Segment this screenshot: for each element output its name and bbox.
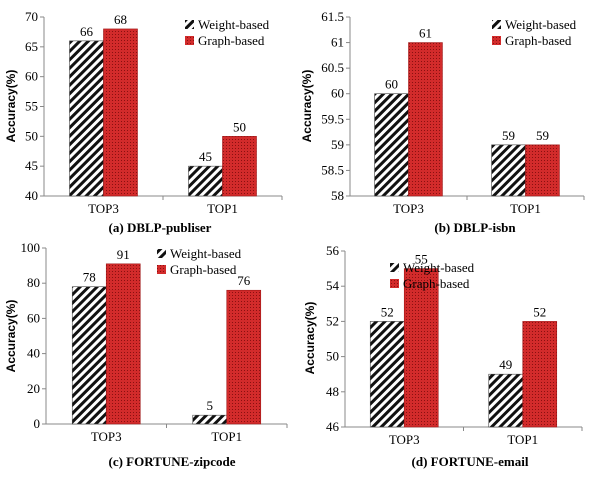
y-tick-label: 50 bbox=[326, 349, 339, 364]
y-tick-label: 52 bbox=[326, 313, 339, 328]
legend-label: Graph-based bbox=[198, 33, 265, 48]
data-label: 78 bbox=[83, 270, 96, 285]
bar-weight-top3 bbox=[374, 93, 409, 197]
x-tick-label: TOP1 bbox=[207, 201, 238, 216]
legend-swatch-graph bbox=[390, 279, 399, 288]
y-tick-label: 60.5 bbox=[321, 60, 344, 75]
legend-label: Graph-based bbox=[170, 262, 237, 277]
data-label: 5 bbox=[207, 398, 214, 413]
legend-swatch-weight bbox=[157, 249, 166, 258]
y-tick-label: 40 bbox=[27, 346, 40, 361]
legend-label: Graph-based bbox=[505, 33, 572, 48]
chart-panel-1: 58 58.5 59 59.5 60 60.5 61 61.5 TOP3 60 61 TOP1 59 59… bbox=[300, 9, 585, 235]
y-tick-label: 59 bbox=[331, 137, 344, 152]
legend-swatch-graph bbox=[185, 36, 194, 45]
x-tick-label: TOP3 bbox=[88, 201, 119, 216]
x-tick-label: TOP3 bbox=[393, 201, 424, 216]
data-label: 61 bbox=[419, 26, 432, 41]
y-tick-label: 20 bbox=[27, 381, 40, 396]
y-tick-label: 56 bbox=[326, 243, 340, 258]
y-tick-label: 70 bbox=[25, 9, 38, 24]
panel-caption: (d) FORTUNE-email bbox=[412, 454, 529, 469]
bar-graph-top1 bbox=[222, 136, 257, 197]
panel-caption: (c) FORTUNE-zipcode bbox=[109, 454, 236, 469]
legend-label: Weight-based bbox=[505, 17, 577, 32]
data-label: 68 bbox=[114, 12, 127, 27]
y-tick-label: 61 bbox=[331, 35, 344, 50]
legend-swatch-weight bbox=[185, 20, 194, 29]
chart-panel-0: 40 45 50 55 60 65 70 TOP3 66 68 TOP1 45 50 Weight-bas… bbox=[4, 9, 283, 235]
y-tick-label: 100 bbox=[21, 240, 41, 255]
data-label: 55 bbox=[415, 252, 428, 267]
y-tick-label: 40 bbox=[25, 188, 38, 203]
legend-swatch-graph bbox=[157, 265, 166, 274]
data-label: 45 bbox=[199, 149, 212, 164]
bar-weight-top1 bbox=[491, 144, 526, 197]
y-axis-title: Accuracy(%) bbox=[4, 70, 18, 143]
bar-weight-top1 bbox=[192, 414, 228, 425]
y-tick-label: 48 bbox=[326, 384, 339, 399]
x-tick-label: TOP1 bbox=[211, 429, 242, 444]
y-tick-label: 61.5 bbox=[321, 9, 344, 24]
bar-graph-top3 bbox=[105, 263, 141, 425]
x-tick-label: TOP3 bbox=[389, 432, 420, 447]
bar-graph-top1 bbox=[226, 289, 262, 425]
chart-panel-2: 0 20 40 60 80 100 TOP3 78 91 TOP1 5 76 Weight-basedG… bbox=[4, 240, 288, 469]
y-axis-title: Accuracy(%) bbox=[303, 302, 317, 375]
bar-graph-top3 bbox=[403, 268, 439, 428]
data-label: 59 bbox=[536, 128, 549, 143]
data-label: 76 bbox=[237, 273, 251, 288]
bar-graph-top3 bbox=[103, 28, 138, 197]
panel-caption: (b) DBLP-isbn bbox=[434, 220, 516, 235]
bar-graph-top3 bbox=[408, 42, 443, 197]
legend-label: Graph-based bbox=[403, 276, 470, 291]
x-tick-label: TOP1 bbox=[507, 432, 538, 447]
y-tick-label: 45 bbox=[25, 158, 38, 173]
data-label: 50 bbox=[233, 119, 246, 134]
x-tick-label: TOP3 bbox=[91, 429, 122, 444]
y-tick-label: 60 bbox=[27, 310, 40, 325]
y-tick-label: 55 bbox=[25, 99, 38, 114]
y-tick-label: 46 bbox=[326, 419, 340, 434]
y-tick-label: 65 bbox=[25, 39, 38, 54]
bar-weight-top3 bbox=[69, 40, 104, 197]
chart-panel-3: 46 48 50 52 54 56 TOP3 52 55 TOP1 49 52 Weight-based… bbox=[303, 243, 583, 469]
data-label: 91 bbox=[117, 247, 130, 262]
y-tick-label: 80 bbox=[27, 275, 40, 290]
legend-swatch-weight bbox=[390, 263, 399, 272]
data-label: 60 bbox=[385, 77, 398, 92]
bar-weight-top3 bbox=[369, 321, 405, 428]
y-tick-label: 54 bbox=[326, 278, 340, 293]
x-tick-label: TOP1 bbox=[510, 201, 541, 216]
y-tick-label: 60 bbox=[331, 86, 344, 101]
y-axis-title: Accuracy(%) bbox=[4, 300, 18, 373]
y-tick-label: 58 bbox=[331, 188, 344, 203]
legend-swatch-graph bbox=[492, 36, 501, 45]
data-label: 66 bbox=[80, 24, 94, 39]
legend-label: Weight-based bbox=[170, 246, 242, 261]
panel-caption: (a) DBLP-publiser bbox=[109, 220, 212, 235]
bar-weight-top3 bbox=[71, 286, 107, 425]
y-tick-label: 58.5 bbox=[321, 162, 344, 177]
y-tick-label: 59.5 bbox=[321, 111, 344, 126]
data-label: 52 bbox=[381, 304, 394, 319]
legend-label: Weight-based bbox=[198, 17, 270, 32]
data-label: 59 bbox=[502, 128, 515, 143]
y-axis-title: Accuracy(%) bbox=[300, 70, 314, 143]
data-label: 52 bbox=[533, 304, 546, 319]
bar-weight-top1 bbox=[488, 373, 524, 428]
bar-graph-top1 bbox=[525, 144, 560, 197]
legend-swatch-weight bbox=[492, 20, 501, 29]
data-label: 49 bbox=[499, 357, 512, 372]
y-tick-label: 60 bbox=[25, 69, 38, 84]
bar-graph-top1 bbox=[522, 321, 558, 428]
y-tick-label: 0 bbox=[34, 416, 41, 431]
legend-label: Weight-based bbox=[403, 260, 475, 275]
bar-weight-top1 bbox=[188, 165, 223, 197]
y-tick-label: 50 bbox=[25, 128, 38, 143]
